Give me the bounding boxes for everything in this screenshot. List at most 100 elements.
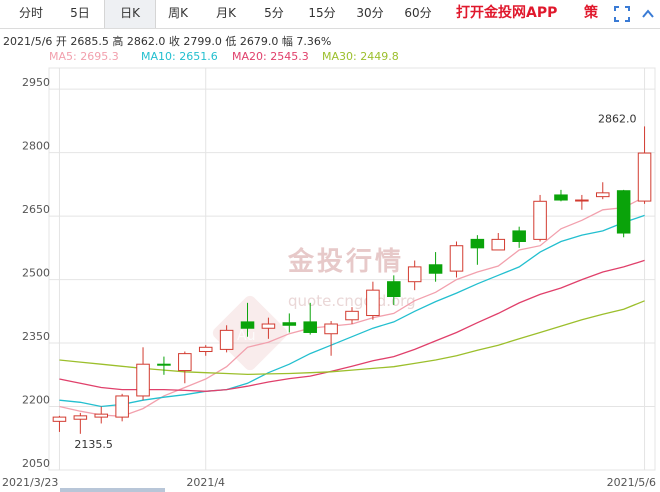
candle <box>261 317 276 339</box>
candle <box>554 189 568 202</box>
watermark: Au 金投行情 quote.cngold.org <box>212 246 416 371</box>
info-high: 2862.0 <box>126 35 166 48</box>
candle-body <box>52 416 67 422</box>
y-tick-label: 2350 <box>22 330 50 343</box>
legend-separator: : <box>73 50 80 63</box>
candle-body <box>303 321 317 333</box>
info-open: 2685.5 <box>70 35 109 48</box>
candle-body <box>407 266 422 283</box>
candle-body <box>198 346 213 353</box>
candle <box>512 226 526 248</box>
candle-body <box>282 322 297 326</box>
tab-1[interactable]: 分时 <box>18 6 43 20</box>
candle <box>345 307 359 325</box>
scroll-thumb <box>60 488 165 492</box>
candlestick-chart: 2050 2200 2350 2500 2650 2800 2950 2021/3/23 202… <box>2 50 656 492</box>
candle-body <box>366 289 380 317</box>
info-close: 2799.0 <box>183 35 222 48</box>
candle <box>366 281 380 320</box>
candle-body <box>219 329 234 350</box>
candle <box>136 347 150 401</box>
candle-body <box>512 230 526 242</box>
candle <box>470 235 485 265</box>
legend-value: 2449.8 <box>360 50 399 63</box>
candle <box>157 356 171 375</box>
legend-ma5: MA5: 2695.3 <box>49 50 119 63</box>
period-tabbar: 分时 5日 日K 周K 月K 5分 15分 30分 60分 <box>0 0 660 29</box>
info-change-label: 幅 <box>281 35 293 48</box>
candle <box>575 194 589 210</box>
legend-name: MA5 <box>49 50 73 63</box>
legend-name: MA20 <box>232 50 263 63</box>
candle-body <box>240 321 255 329</box>
info-low: 2679.0 <box>239 35 279 48</box>
candle <box>533 194 547 242</box>
candle-body <box>94 413 109 418</box>
legend-separator: : <box>172 50 179 63</box>
legend-name: MA10 <box>141 50 172 63</box>
candle-body <box>178 353 192 372</box>
candle <box>387 275 401 305</box>
info-date: 2021/5/6 <box>3 35 53 48</box>
tab-7[interactable]: 15分 <box>308 6 336 20</box>
ma-line-ma30 <box>59 300 645 376</box>
y-tick-label: 2950 <box>22 76 50 89</box>
svg-text:Au: Au <box>237 328 255 344</box>
tab-3[interactable]: 日K <box>104 0 156 28</box>
tab-4[interactable]: 周K <box>168 6 188 20</box>
legend-name: MA30 <box>322 50 353 63</box>
candle <box>324 321 338 356</box>
y-tick-label: 2800 <box>22 140 50 153</box>
tab-9[interactable]: 60分 <box>404 6 432 20</box>
y-tick-label: 2650 <box>22 203 50 216</box>
candle <box>178 351 192 384</box>
legend-separator: : <box>263 50 270 63</box>
y-tick-label: 2500 <box>22 267 50 280</box>
tab-5[interactable]: 月K <box>216 6 236 20</box>
candle <box>616 189 631 238</box>
candle <box>491 233 506 251</box>
candle-body <box>491 238 506 251</box>
candle <box>449 241 464 278</box>
candle <box>219 325 234 353</box>
candle <box>303 302 317 335</box>
x-tick-label: 2021/3/23 <box>2 476 58 489</box>
tab-6[interactable]: 5分 <box>264 6 284 20</box>
tab-8[interactable]: 30分 <box>356 6 384 20</box>
candle-body <box>136 363 150 397</box>
candle-body <box>554 194 568 201</box>
candle-body <box>449 245 464 272</box>
watermark-brand: 金投行情 <box>287 246 404 277</box>
candle <box>637 126 652 204</box>
candle-body <box>157 363 171 366</box>
candle <box>94 406 109 424</box>
legend-ma30: MA30: 2449.8 <box>322 50 399 63</box>
info-close-label: 收 <box>168 35 180 48</box>
legend-value: 2545.3 <box>270 50 309 63</box>
x-tick-label: 2021/5/6 <box>607 476 656 489</box>
candle-body <box>324 323 338 335</box>
ma-line-ma20 <box>59 259 645 392</box>
candle <box>282 313 297 333</box>
watermark-logo-icon <box>212 295 288 371</box>
y-tick-label: 2050 <box>22 457 50 470</box>
candle-body <box>73 415 88 420</box>
candle <box>198 345 213 356</box>
y-tick-label: 2200 <box>22 394 50 407</box>
open-app-link[interactable]: 打开金投网APP <box>456 5 558 21</box>
candle-body <box>261 323 276 329</box>
candle <box>428 252 443 282</box>
price-annotation: 2862.0 <box>598 112 637 125</box>
candle-body <box>575 199 589 202</box>
candle <box>73 412 88 434</box>
chevron-up-icon[interactable] <box>642 8 654 20</box>
ohlc-info-bar: 2021/5/6 开 2685.5 高 2862.0 收 2799.0 低 26… <box>3 33 331 49</box>
fullscreen-icon[interactable] <box>614 6 630 22</box>
legend-separator: : <box>353 50 360 63</box>
strategy-button[interactable]: 策 <box>584 5 598 21</box>
candle <box>240 302 255 337</box>
candle-body <box>428 264 443 274</box>
tab-2[interactable]: 5日 <box>70 6 90 20</box>
watermark-url: quote.cngold.org <box>288 292 416 310</box>
candle-body <box>115 395 129 418</box>
